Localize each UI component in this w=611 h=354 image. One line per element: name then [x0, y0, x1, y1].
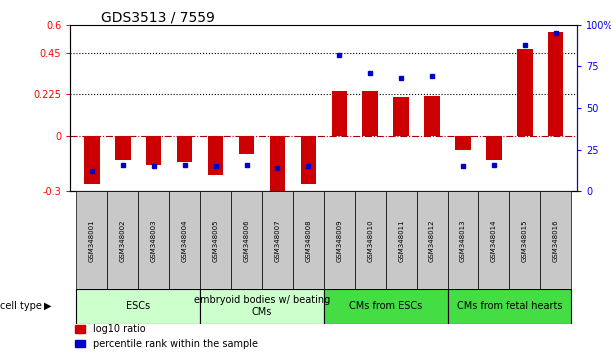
Bar — [417, 191, 447, 290]
Text: GSM348003: GSM348003 — [151, 219, 157, 262]
Text: CMs from ESCs: CMs from ESCs — [349, 301, 422, 311]
Text: GSM348007: GSM348007 — [274, 219, 280, 262]
Text: embryoid bodies w/ beating
CMs: embryoid bodies w/ beating CMs — [194, 295, 330, 317]
Text: GDS3513 / 7559: GDS3513 / 7559 — [101, 11, 214, 25]
Text: GSM348012: GSM348012 — [429, 219, 435, 262]
Bar — [540, 191, 571, 290]
Text: cell type: cell type — [0, 301, 42, 311]
Bar — [393, 97, 409, 136]
Bar — [424, 96, 440, 136]
Bar — [239, 136, 254, 154]
Text: GSM348011: GSM348011 — [398, 219, 404, 262]
Bar — [76, 289, 200, 324]
Text: GSM348002: GSM348002 — [120, 219, 126, 262]
Bar — [332, 91, 347, 136]
Bar — [177, 136, 192, 161]
Bar — [269, 136, 285, 195]
Bar — [169, 191, 200, 290]
Bar — [200, 191, 231, 290]
Bar — [447, 289, 571, 324]
Bar — [200, 289, 324, 324]
Text: GSM348005: GSM348005 — [213, 219, 219, 262]
Bar — [262, 191, 293, 290]
Bar — [478, 191, 510, 290]
Text: GSM348008: GSM348008 — [306, 219, 312, 262]
Bar — [146, 136, 161, 165]
Legend: log10 ratio, percentile rank within the sample: log10 ratio, percentile rank within the … — [75, 324, 258, 349]
Bar — [362, 91, 378, 136]
Text: GSM348009: GSM348009 — [336, 219, 342, 262]
Bar — [486, 136, 502, 160]
Bar — [293, 191, 324, 290]
Text: CMs from fetal hearts: CMs from fetal hearts — [456, 301, 562, 311]
Text: GSM348010: GSM348010 — [367, 219, 373, 262]
Text: ▶: ▶ — [44, 301, 51, 311]
Text: GSM348004: GSM348004 — [181, 219, 188, 262]
Bar — [138, 191, 169, 290]
Text: GSM348006: GSM348006 — [244, 219, 249, 262]
Bar — [386, 191, 417, 290]
Bar — [455, 136, 470, 150]
Bar — [324, 289, 447, 324]
Bar — [517, 49, 533, 136]
Bar — [355, 191, 386, 290]
Text: GSM348001: GSM348001 — [89, 219, 95, 262]
Text: GSM348016: GSM348016 — [553, 219, 558, 262]
Bar — [115, 136, 131, 160]
Text: ESCs: ESCs — [126, 301, 150, 311]
Bar — [447, 191, 478, 290]
Bar — [231, 191, 262, 290]
Bar — [108, 191, 138, 290]
Bar — [301, 136, 316, 184]
Text: GSM348015: GSM348015 — [522, 219, 528, 262]
Bar — [510, 191, 540, 290]
Text: GSM348013: GSM348013 — [460, 219, 466, 262]
Bar — [208, 136, 224, 175]
Bar — [76, 191, 108, 290]
Bar — [84, 136, 100, 184]
Bar — [548, 32, 563, 136]
Text: GSM348014: GSM348014 — [491, 219, 497, 262]
Bar — [324, 191, 355, 290]
